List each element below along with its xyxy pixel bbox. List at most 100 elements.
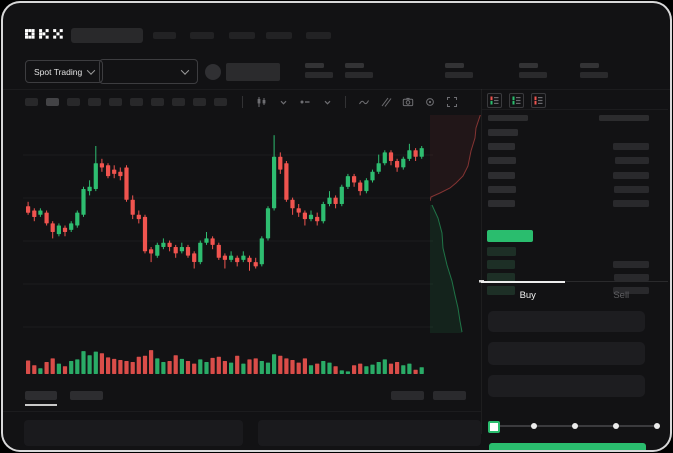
slider-stop[interactable] (613, 423, 619, 429)
timeframe-button[interactable] (25, 98, 38, 106)
bid-row-price[interactable] (487, 273, 515, 282)
search-input[interactable] (71, 28, 143, 43)
settings-icon[interactable] (423, 96, 437, 109)
candle (345, 176, 350, 187)
slider-handle[interactable] (488, 421, 500, 433)
timeframe-button[interactable] (172, 98, 185, 106)
bid-row-price[interactable] (487, 247, 516, 256)
tab-buy[interactable]: Buy (519, 290, 536, 301)
volume-bar (265, 362, 271, 374)
history-tab[interactable] (70, 391, 103, 400)
candle (142, 216, 148, 252)
timeframe-button[interactable] (151, 98, 164, 106)
tab-sell[interactable]: Sell (613, 290, 630, 301)
volume-bar (382, 359, 387, 374)
camera-icon[interactable] (401, 96, 415, 109)
ask-row-price[interactable] (488, 200, 515, 207)
timeframe-button[interactable] (67, 98, 80, 106)
candle (339, 186, 344, 204)
orderbook-col-header (599, 115, 649, 121)
nav-item[interactable] (306, 32, 331, 39)
timeframe-button[interactable] (109, 98, 122, 106)
divider (3, 89, 670, 90)
candle (327, 197, 332, 204)
candle (81, 189, 86, 215)
timeframe-button[interactable] (193, 98, 206, 106)
ask-row-price[interactable] (488, 143, 515, 151)
volume-bar (290, 360, 295, 374)
candle (284, 163, 289, 200)
nav-item[interactable] (190, 32, 214, 39)
timeframe-button[interactable] (130, 98, 143, 106)
order-input-2[interactable] (488, 375, 645, 397)
candle (352, 176, 357, 183)
candlestick-chart[interactable] (23, 115, 433, 337)
bid-row-amount[interactable] (613, 261, 649, 268)
fullscreen-icon[interactable] (445, 96, 459, 109)
orderbook-col-header (488, 115, 528, 121)
timeframe-button[interactable] (88, 98, 101, 106)
market-type-selector[interactable]: Spot Trading (25, 60, 104, 83)
slider-stop[interactable] (531, 423, 537, 429)
volume-bar (235, 355, 240, 374)
line-tool-icon[interactable] (357, 96, 371, 109)
book-both-icon[interactable] (487, 93, 502, 108)
buy-submit-button[interactable] (489, 443, 646, 450)
chevron-down-icon[interactable] (320, 96, 334, 109)
bottom-action-button[interactable] (391, 391, 424, 400)
ask-row-price[interactable] (488, 171, 515, 179)
nav-item[interactable] (229, 32, 255, 39)
history-tab[interactable] (25, 391, 57, 400)
draw-tool-icon[interactable] (379, 96, 393, 109)
book-bids-icon[interactable] (509, 93, 524, 108)
chart-type-icon[interactable] (254, 96, 268, 109)
divider (242, 96, 243, 108)
bid-row-price[interactable] (487, 260, 515, 269)
candle (376, 163, 381, 172)
bid-row-amount[interactable] (614, 274, 649, 281)
slider-stop[interactable] (572, 423, 578, 429)
nav-item[interactable] (153, 32, 176, 39)
ask-row-amount[interactable] (613, 143, 649, 151)
candle (149, 249, 154, 254)
okx-logo[interactable] (25, 27, 63, 41)
candle (50, 223, 55, 232)
bid-row-price[interactable] (487, 286, 515, 295)
pair-selector[interactable] (99, 59, 198, 84)
order-panel: Buy Sell (481, 89, 670, 450)
ask-row-price[interactable] (488, 129, 518, 136)
ask-row-amount[interactable] (613, 200, 649, 207)
bottom-action-button[interactable] (433, 391, 466, 400)
candle (155, 244, 160, 256)
volume-bar (407, 363, 412, 374)
slider-stop[interactable] (654, 423, 660, 429)
timeframe-button[interactable] (46, 98, 59, 106)
order-input-1[interactable] (488, 342, 645, 365)
ask-row-amount[interactable] (613, 171, 649, 179)
volume-bar (130, 362, 135, 374)
volume-bar (179, 358, 184, 374)
candle (358, 182, 363, 192)
last-price-badge[interactable] (487, 230, 533, 242)
ask-row-amount[interactable] (615, 157, 649, 165)
candle (75, 212, 80, 226)
depth-chart (430, 115, 484, 333)
tabbar-track (481, 281, 668, 282)
amount-slider[interactable] (488, 421, 660, 433)
ask-row-price[interactable] (488, 157, 516, 165)
interval-dot-icon[interactable] (298, 96, 312, 109)
timeframe-button[interactable] (214, 98, 227, 106)
candle (106, 165, 111, 177)
ask-row-price[interactable] (488, 185, 516, 193)
bid-row-amount[interactable] (613, 287, 649, 294)
candle (26, 206, 31, 213)
divider (3, 411, 481, 412)
order-input-0[interactable] (488, 311, 645, 332)
ticker-stat (345, 63, 373, 78)
ask-row-amount[interactable] (614, 185, 649, 193)
chevron-down-icon[interactable] (276, 96, 290, 109)
book-asks-icon[interactable] (531, 93, 546, 108)
volume-bar (413, 369, 418, 374)
candle (130, 199, 135, 215)
nav-item[interactable] (266, 32, 292, 39)
